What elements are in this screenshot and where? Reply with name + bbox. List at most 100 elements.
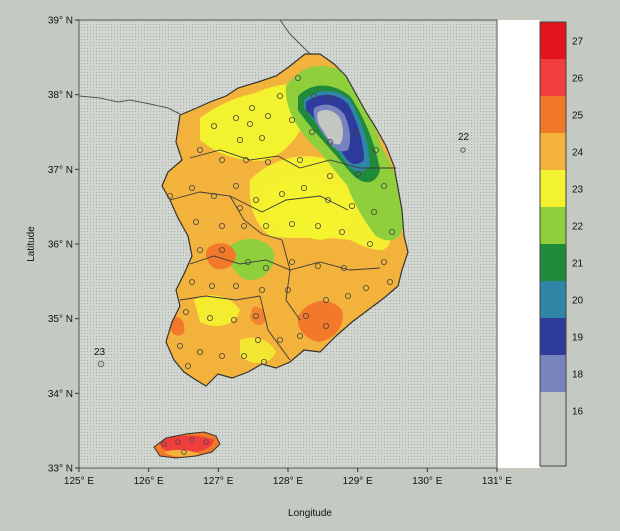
station-48 [344, 292, 351, 299]
station-label-ulleung: 22 [458, 132, 470, 143]
colorbar-label-8: 24 [572, 148, 584, 159]
jeju-station-0 [161, 441, 167, 447]
station-31 [218, 222, 225, 229]
station-34 [288, 220, 295, 227]
mainland-coastline [161, 53, 409, 387]
colorbar-label-6: 22 [572, 222, 584, 233]
station-58 [276, 336, 283, 343]
station-67 [240, 352, 247, 359]
station-52 [232, 282, 239, 289]
colorbar-swatch-8 [540, 133, 566, 170]
station-59 [254, 336, 261, 343]
lat-tick-label-4: 37° N [48, 165, 73, 176]
station-23 [252, 196, 259, 203]
station-5 [294, 75, 301, 82]
station-13 [264, 158, 271, 165]
station-74 [246, 121, 253, 128]
station-50 [188, 278, 195, 285]
lat-tick-label-1: 34° N [48, 389, 73, 400]
jeju-station-2 [189, 437, 195, 443]
lat-tick-label-5: 38° N [48, 90, 73, 101]
lon-tick-label-6: 131° E [482, 476, 512, 487]
station-markers [161, 75, 395, 455]
station-0 [210, 123, 217, 130]
colorbar-swatch-10 [540, 59, 566, 96]
station-57 [296, 332, 303, 339]
lon-tick-label-5: 130° E [412, 476, 442, 487]
station-29 [388, 228, 395, 235]
colorbar-swatch-6 [540, 207, 566, 244]
station-62 [230, 316, 237, 323]
station-54 [284, 286, 291, 293]
station-1 [232, 115, 239, 122]
station-26 [324, 196, 331, 203]
station-17 [372, 146, 379, 153]
station-44 [288, 258, 295, 265]
colorbar-swatch-9 [540, 96, 566, 133]
station-55 [302, 312, 309, 319]
heuksan-station-marker [97, 360, 105, 368]
station-8 [288, 117, 295, 124]
lat-tick-label-0: 33° N [48, 464, 73, 475]
station-22 [232, 182, 239, 189]
colorbar-swatch-2 [540, 355, 566, 392]
station-71 [326, 138, 333, 145]
lat-tick-label-3: 36° N [48, 240, 73, 251]
north-coast-east [279, 19, 313, 57]
station-35 [314, 222, 321, 229]
colorbar-label-7: 23 [572, 185, 584, 196]
colorbar-frame [539, 21, 567, 467]
colorbar-label-2: 18 [572, 370, 584, 381]
colorbar-swatch-3 [540, 318, 566, 355]
colorbar-swatch-7 [540, 170, 566, 207]
colorbar-label-4: 20 [572, 296, 584, 307]
station-32 [240, 222, 247, 229]
colorbar: 16 18 19 20 21 22 23 24 25 26 27 [539, 21, 584, 467]
station-64 [176, 342, 183, 349]
station-9 [308, 128, 315, 135]
province-boundaries [169, 149, 396, 361]
station-3 [264, 113, 271, 120]
station-63 [252, 312, 259, 319]
station-41 [218, 246, 225, 253]
station-46 [340, 264, 347, 271]
station-16 [354, 170, 361, 177]
longitude-axis: 125° E 126° E 127° E 128° E 129° E 130° E 131°… [64, 468, 512, 487]
station-65 [196, 348, 203, 355]
station-45 [314, 262, 321, 269]
station-28 [370, 208, 377, 215]
station-6 [236, 136, 243, 143]
jeju-station-3 [203, 439, 209, 445]
lon-tick-label-0: 125° E [64, 476, 94, 487]
north-coast-west [78, 95, 181, 115]
station-18 [352, 128, 359, 135]
station-7 [258, 134, 265, 141]
station-60 [182, 308, 189, 315]
jeju-station-1 [175, 439, 181, 445]
station-53 [258, 286, 265, 293]
station-37 [366, 240, 373, 247]
station-19 [380, 182, 387, 189]
colorbar-label-3: 19 [572, 333, 584, 344]
station-70 [166, 192, 173, 199]
latitude-axis: 33° N 34° N 35° N 36° N 37° N 38° N 39° N [48, 16, 79, 475]
lon-tick-label-4: 129° E [343, 476, 373, 487]
lat-tick-label-6: 39° N [48, 16, 73, 27]
station-40 [196, 246, 203, 253]
station-51 [208, 282, 215, 289]
jeju-temperature-field [154, 432, 220, 458]
station-66 [218, 352, 225, 359]
station-69 [184, 362, 191, 369]
colorbar-swatch-5 [540, 244, 566, 281]
colorbar-label-5: 21 [572, 259, 584, 270]
colorbar-swatch-0 [540, 429, 566, 466]
lon-tick-label-2: 127° E [203, 476, 233, 487]
station-4 [276, 93, 283, 100]
colorbar-swatch-11 [540, 22, 566, 59]
jeju-coastline [153, 431, 221, 459]
station-72 [310, 93, 317, 100]
colorbar-label-10: 26 [572, 74, 584, 85]
station-42 [244, 258, 251, 265]
station-27 [348, 202, 355, 209]
station-43 [262, 264, 269, 271]
